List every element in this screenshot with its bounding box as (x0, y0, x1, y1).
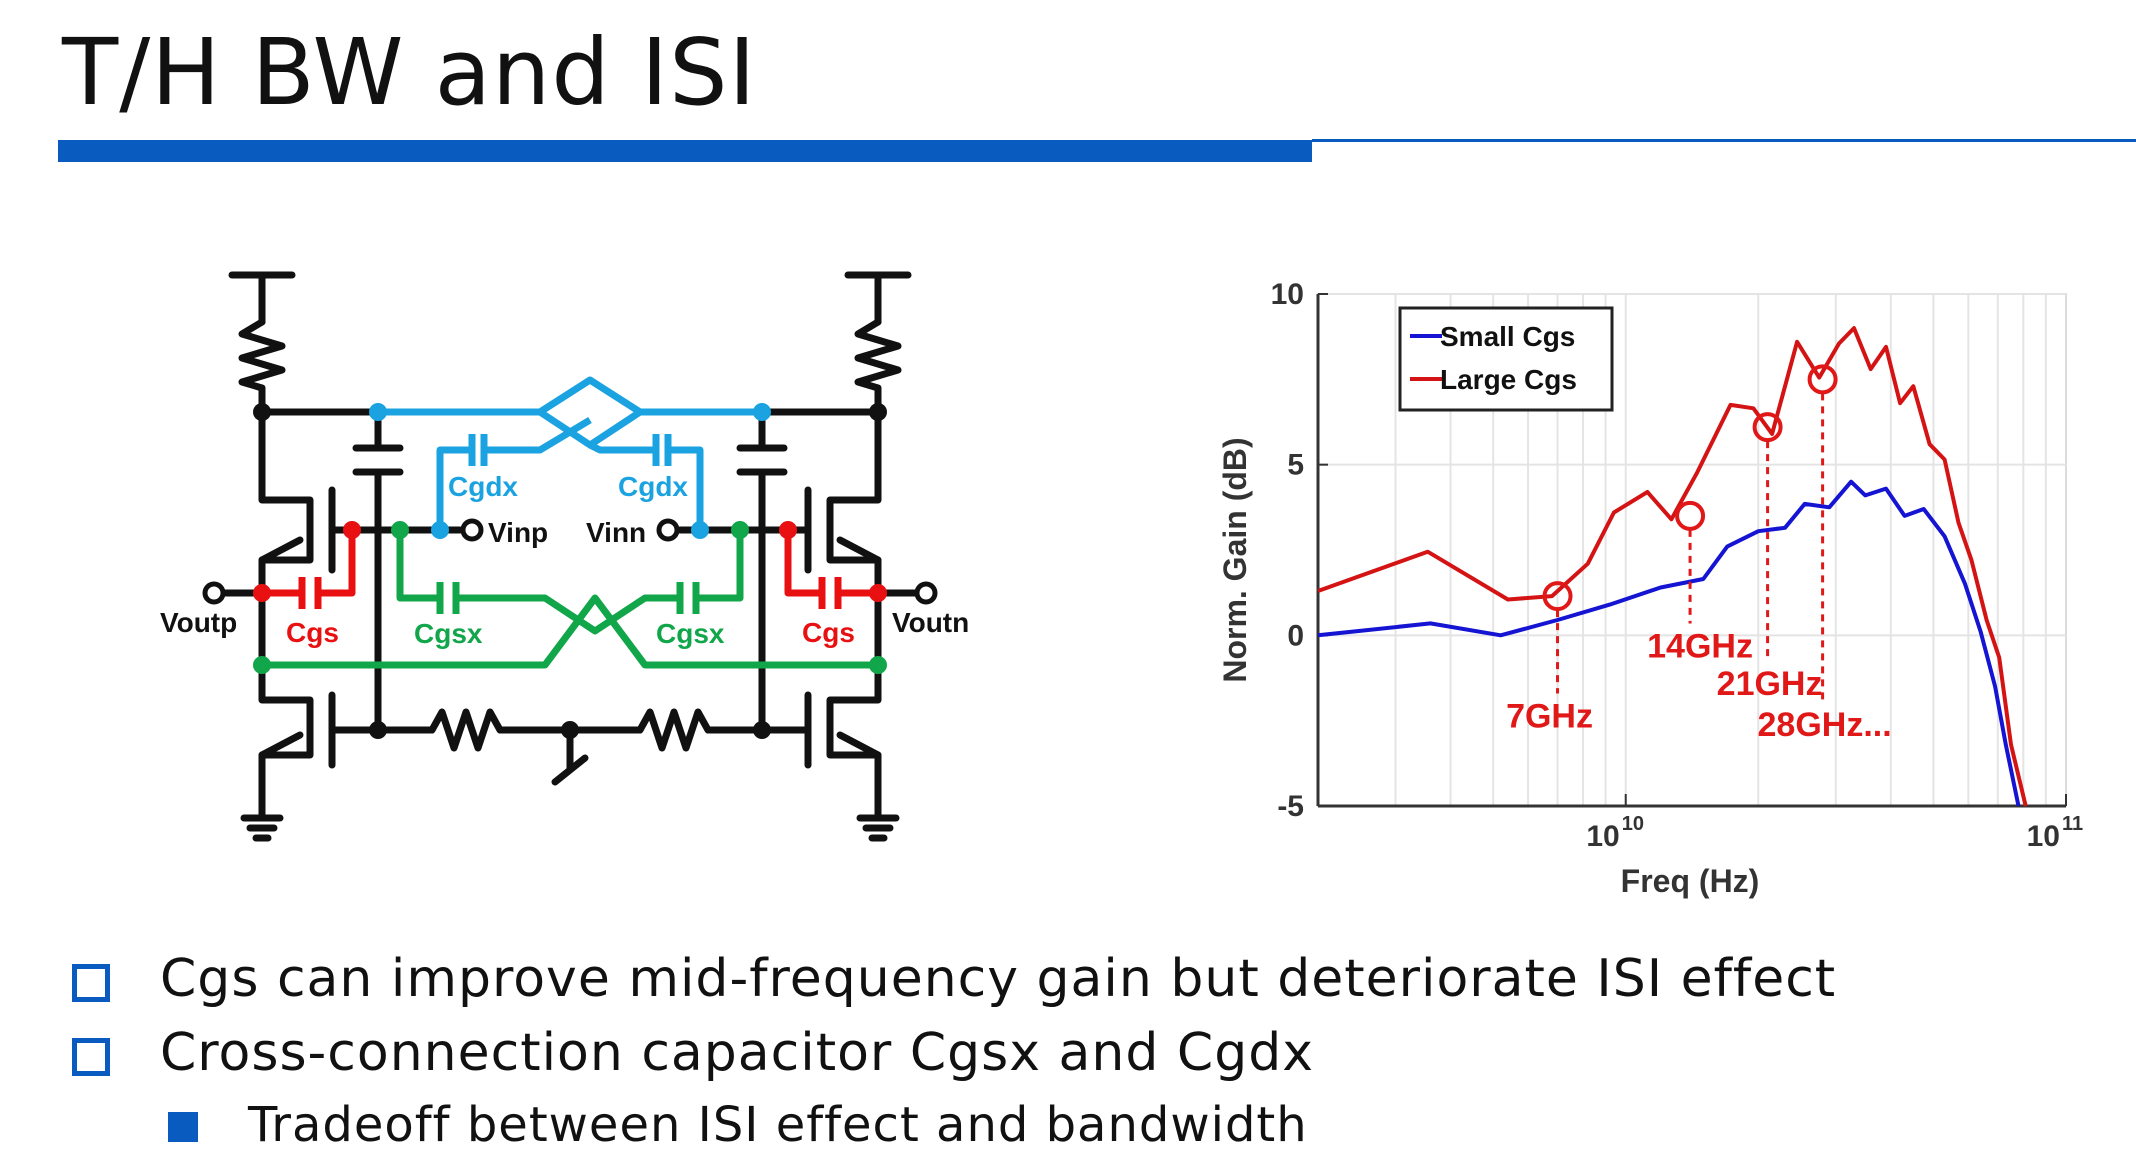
voutn-label: Voutn (892, 607, 969, 638)
voutp-label: Voutp (160, 607, 237, 638)
frequency-marker-label: 7GHz (1506, 697, 1593, 735)
legend-large-cgs: Large Cgs (1440, 364, 1577, 395)
frequency-marker-label: 28GHz... (1758, 706, 1892, 744)
sub-bullet-item: Tradeoff between ISI effect and bandwidt… (68, 1096, 2108, 1166)
frequency-marker-circle (1752, 412, 1783, 443)
filled-square-bullet-icon (168, 1112, 198, 1142)
legend-small-cgs: Small Cgs (1440, 321, 1575, 352)
series-lines (1317, 326, 2028, 807)
x-tick-label: 10 (1586, 820, 1619, 853)
title-underline (58, 140, 1312, 162)
y-tick-label: 10 (1271, 278, 1304, 311)
cgs-right-label: Cgs (802, 617, 855, 648)
frequency-markers: 7GHz 14GHz21GHz28GHz... (1506, 364, 1892, 744)
vinn-label: Vinn (586, 517, 646, 548)
hollow-square-bullet-icon (72, 964, 110, 1002)
cgsx-left-label: Cgsx (414, 618, 483, 649)
vdd-right (844, 271, 912, 326)
slide-title: T/H BW and ISI (62, 19, 757, 126)
circuit-schematic: Cgdx Cgdx Vinp Vinn Voutp Voutn Cgs Cgs … (160, 271, 969, 842)
y-tick-label: 0 (1287, 619, 1304, 652)
bullet-item: Cgs can improve mid-frequency gain but d… (68, 948, 2108, 1022)
series-line-large-cgs (1317, 326, 2028, 807)
legend: Small Cgs Large Cgs (1398, 306, 1614, 412)
frequency-marker-circle (1807, 364, 1838, 395)
bullet-text: Cross-connection capacitor Cgsx and Cgdx (160, 1023, 1314, 1083)
y-tick-label: -5 (1277, 790, 1304, 823)
bullet-text: Cgs can improve mid-frequency gain but d… (160, 949, 1837, 1009)
y-axis-label: Norm. Gain (dB) (1217, 437, 1253, 682)
x-axis-label: Freq (Hz) (1621, 863, 1760, 899)
sub-bullet-text: Tradeoff between ISI effect and bandwidt… (248, 1097, 1308, 1153)
vdd-left (228, 271, 296, 326)
x-tick-exponent: 11 (2062, 813, 2083, 835)
frequency-marker-label: 14GHz (1647, 628, 1753, 666)
cgdx-right-label: Cgdx (618, 471, 688, 502)
bullet-list: Cgs can improve mid-frequency gain but d… (68, 948, 2108, 1166)
cgs-left-label: Cgs (286, 617, 339, 648)
load-resistor-right (854, 318, 902, 416)
cgsx-right-label: Cgsx (656, 618, 725, 649)
frequency-marker-label: 21GHz (1717, 665, 1823, 703)
load-resistor-left (238, 318, 286, 416)
x-tick-exponent: 10 (1622, 813, 1644, 835)
series-line-small-cgs (1317, 479, 2021, 807)
y-tick-label: 5 (1287, 449, 1304, 482)
vinp-label: Vinp (488, 517, 548, 548)
cgdx-left-label: Cgdx (448, 471, 518, 502)
bullet-item: Cross-connection capacitor Cgsx and Cgdx (68, 1022, 2108, 1096)
frequency-marker-circle (1675, 500, 1706, 531)
title-underline-thin (1312, 139, 2136, 142)
hollow-square-bullet-icon (72, 1038, 110, 1076)
frequency-marker-circle (1542, 581, 1573, 612)
x-tick-label: 10 (2027, 820, 2060, 853)
